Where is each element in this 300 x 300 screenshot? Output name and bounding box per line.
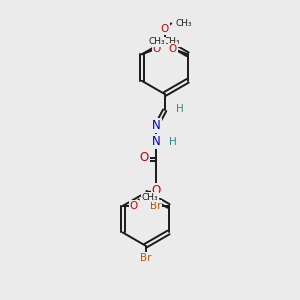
Text: O: O <box>130 201 138 211</box>
Text: Br: Br <box>149 201 161 211</box>
Text: CH₃: CH₃ <box>164 38 181 46</box>
Text: O: O <box>140 152 149 164</box>
Text: O: O <box>169 44 177 54</box>
Text: O: O <box>152 184 161 197</box>
Text: H: H <box>169 137 177 147</box>
Text: O: O <box>160 24 169 34</box>
Text: Br: Br <box>140 253 151 263</box>
Text: N: N <box>152 135 161 148</box>
Text: CH₃: CH₃ <box>142 193 158 202</box>
Text: CH₃: CH₃ <box>149 38 166 46</box>
Text: O: O <box>152 44 160 54</box>
Text: CH₃: CH₃ <box>175 19 192 28</box>
Text: N: N <box>152 119 161 132</box>
Text: H: H <box>176 104 184 114</box>
